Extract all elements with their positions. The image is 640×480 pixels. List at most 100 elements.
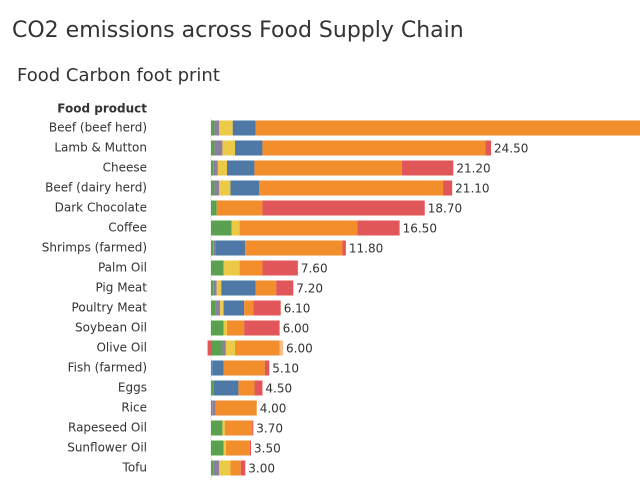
bar-segment: [357, 220, 400, 236]
bar-segment: [213, 160, 218, 176]
total-label: 7.20: [296, 282, 323, 296]
total-label: 5.10: [272, 362, 299, 376]
bar-segment: [245, 240, 343, 256]
bar-segment: [230, 460, 241, 476]
bar-segment: [216, 200, 263, 216]
bar-segment: [211, 240, 214, 256]
bar-segment: [255, 280, 277, 296]
bar-segment: [227, 320, 245, 336]
bar-segment: [231, 220, 240, 236]
total-label: 21.20: [456, 162, 490, 176]
bar-segment: [212, 400, 216, 416]
total-label: 3.70: [256, 422, 283, 436]
row-label: Beef (dairy herd): [45, 181, 147, 195]
bar-segment: [262, 140, 486, 156]
bar-segment: [227, 160, 255, 176]
bar-segment: [211, 200, 217, 216]
row-label: Fish (farmed): [68, 361, 147, 375]
total-label: 6.00: [283, 322, 310, 336]
bar-segment: [211, 160, 214, 176]
bar-segment: [212, 360, 224, 376]
bar-segment: [214, 180, 220, 196]
bar-segment: [224, 420, 253, 436]
bar-segment: [215, 300, 221, 316]
bar-segment: [235, 340, 280, 356]
total-label: 6.00: [286, 342, 313, 356]
bar-segment: [485, 140, 492, 156]
bar-segment: [239, 260, 263, 276]
row-label: Tofu: [122, 461, 147, 475]
row-label: Palm Oil: [98, 261, 147, 275]
total-label: 7.60: [301, 262, 328, 276]
bar-segment: [211, 180, 215, 196]
bar-segment: [259, 180, 444, 196]
bar-segment: [252, 420, 254, 436]
row-label: Dark Chocolate: [55, 201, 147, 215]
row-label: Beef (beef herd): [49, 121, 147, 135]
bar-segment: [223, 320, 228, 336]
bar-segment: [240, 460, 246, 476]
bar-segment: [214, 140, 223, 156]
bar-segment: [225, 340, 236, 356]
bar-segment: [213, 460, 220, 476]
bar-segment: [254, 160, 402, 176]
bar-segment: [238, 380, 255, 396]
bar-segment: [214, 120, 220, 136]
bar-segment: [220, 300, 224, 316]
bar-segment: [211, 320, 224, 336]
bar-segment: [222, 140, 236, 156]
bar-segment: [211, 420, 223, 436]
bar-segment: [211, 140, 215, 156]
bar-segment: [211, 460, 214, 476]
row-label: Poultry Meat: [72, 301, 148, 315]
bar-segment: [211, 260, 224, 276]
chart-subtitle: Food Carbon foot print: [17, 65, 220, 86]
bar-segment: [244, 320, 280, 336]
bar-segment: [235, 140, 263, 156]
bar-segment: [223, 300, 245, 316]
bar-segment: [223, 260, 240, 276]
bar-segment: [221, 280, 256, 296]
row-label: Rice: [121, 401, 147, 415]
row-label: Rapeseed Oil: [68, 421, 147, 435]
total-label: 18.70: [428, 202, 462, 216]
bar-segment: [213, 280, 217, 296]
bar-segment: [254, 380, 263, 396]
bar-segment: [255, 120, 640, 136]
bar-segment: [219, 460, 231, 476]
row-header: Food product: [57, 102, 147, 116]
total-label: 4.50: [265, 382, 292, 396]
row-label: Lamb & Mutton: [54, 141, 147, 155]
bar-segment: [211, 300, 216, 316]
bar-segment: [253, 300, 281, 316]
row-label: Shrimps (farmed): [42, 241, 147, 255]
bar-segment: [401, 160, 454, 176]
bar-segment: [211, 380, 214, 396]
bar-segment: [279, 340, 284, 356]
bar-segment: [230, 180, 260, 196]
row-label: Eggs: [118, 381, 147, 395]
bar-segment: [443, 180, 453, 196]
bar-segment: [213, 240, 216, 256]
bar-segment: [244, 300, 254, 316]
total-label: 24.50: [494, 142, 528, 156]
bar-segment: [222, 340, 226, 356]
total-label: 16.50: [403, 222, 437, 236]
bar-segment: [232, 120, 256, 136]
bar-segment: [225, 440, 250, 456]
total-label: 3.00: [248, 462, 275, 476]
bar-segment: [216, 280, 222, 296]
total-label: 3.50: [254, 442, 281, 456]
total-label: 6.10: [284, 302, 311, 316]
bar-segment: [207, 340, 211, 356]
bar-segment: [262, 200, 425, 216]
bar-segment: [249, 440, 252, 456]
total-label: 21.10: [455, 182, 489, 196]
bar-segment: [239, 220, 358, 236]
total-label: 11.80: [349, 242, 383, 256]
row-label: Coffee: [108, 221, 147, 235]
bar-segment: [215, 400, 257, 416]
bar-segment: [262, 260, 298, 276]
